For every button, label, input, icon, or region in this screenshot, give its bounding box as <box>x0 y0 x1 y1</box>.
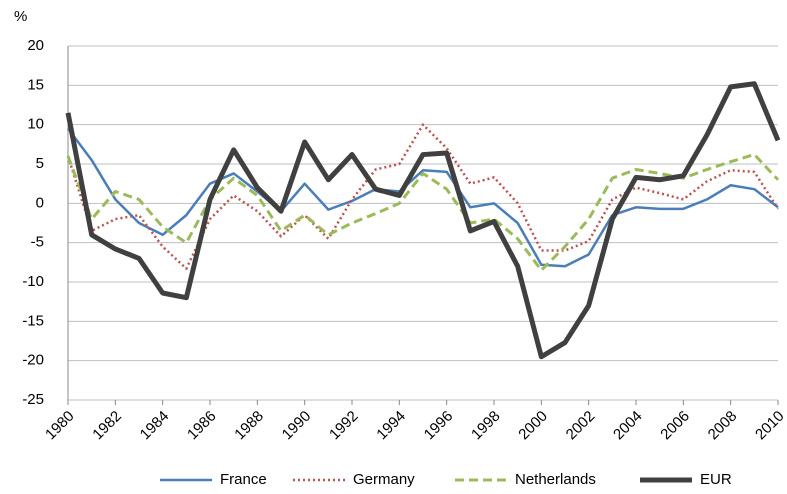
y-axis-label: % <box>14 8 27 25</box>
legend-label: France <box>220 471 267 488</box>
x-tick-label: 1980 <box>42 408 78 444</box>
y-tick-label: -5 <box>31 234 44 251</box>
y-tick-label: 15 <box>27 76 44 93</box>
y-tick-label: -25 <box>22 391 44 408</box>
y-tick-label: 10 <box>27 116 44 133</box>
x-tick-label: 1992 <box>326 408 362 444</box>
legend-label: Netherlands <box>515 471 596 488</box>
x-tick-label: 2010 <box>752 408 787 444</box>
y-tick-label: 5 <box>36 155 44 172</box>
x-tick-label: 1986 <box>184 408 220 444</box>
series-line <box>66 123 780 270</box>
series-line <box>66 153 780 272</box>
x-tick-label: 1990 <box>279 408 315 444</box>
y-tick-label: -15 <box>22 312 44 329</box>
series-line <box>67 127 779 268</box>
legend-label: Germany <box>353 471 415 488</box>
x-tick-label: 1998 <box>468 408 504 444</box>
y-tick-label: -20 <box>22 352 44 369</box>
x-tick-label: 2002 <box>563 408 599 444</box>
x-tick-label: 2004 <box>610 408 646 444</box>
x-tick-label: 2000 <box>515 408 551 444</box>
y-tick-label: 0 <box>36 194 44 211</box>
x-tick-label: 2008 <box>705 408 741 444</box>
x-tick-label: 1994 <box>373 408 409 444</box>
series-line <box>65 81 781 360</box>
legend-label: EUR <box>700 471 732 488</box>
x-tick-label: 1982 <box>89 408 125 444</box>
y-tick-label: 20 <box>27 37 44 54</box>
x-tick-label: 2006 <box>657 408 693 444</box>
x-tick-label: 1996 <box>421 408 457 444</box>
x-tick-label: 1984 <box>137 408 173 444</box>
y-tick-label: -10 <box>22 273 44 290</box>
x-tick-label: 1988 <box>231 408 267 444</box>
